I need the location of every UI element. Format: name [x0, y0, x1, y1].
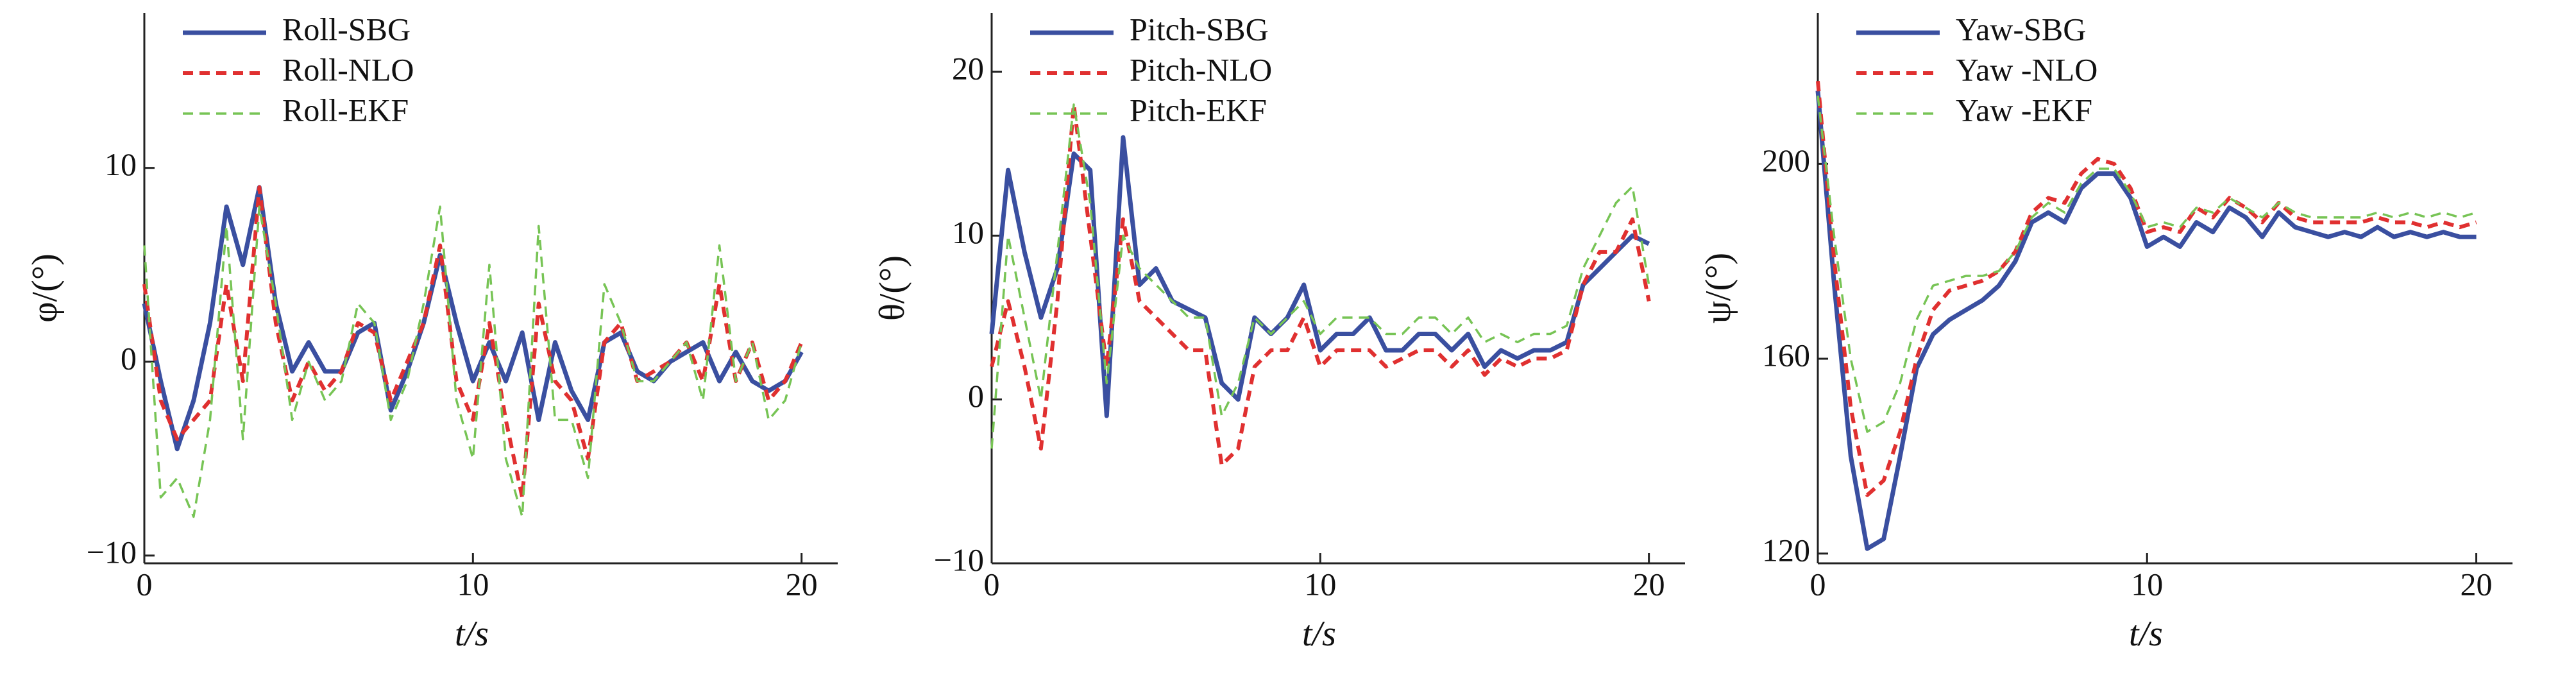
series-line	[1816, 81, 2477, 497]
x-tick-label: 0	[1810, 566, 1826, 602]
x-tick-label: 10	[457, 566, 489, 602]
series-line	[142, 185, 804, 452]
legend-label: Pitch-NLO	[1130, 51, 1272, 87]
x-axis-label: t/s	[1302, 614, 1336, 654]
legend-label: Roll-NLO	[282, 51, 414, 87]
legend-label: Roll-SBG	[282, 11, 411, 47]
y-tick-label: 200	[1762, 142, 1810, 178]
y-tick-label: 120	[1762, 532, 1810, 568]
x-tick-label: 0	[984, 566, 1000, 602]
series-line	[143, 205, 803, 518]
y-tick-label: 0	[968, 378, 984, 414]
x-tick-label: 20	[2461, 566, 2493, 602]
x-axis-label: t/s	[455, 614, 489, 654]
y-tick-label: 160	[1762, 337, 1810, 373]
y-tick-label: 20	[952, 50, 984, 86]
x-tick-label: 10	[2131, 566, 2163, 602]
y-axis-label: ψ/(°)	[1699, 253, 1738, 323]
series-line	[990, 103, 1650, 449]
y-tick-label: −10	[934, 541, 984, 577]
legend-label: Yaw-SBG	[1956, 11, 2086, 47]
legend-label: Yaw -NLO	[1956, 51, 2097, 87]
x-tick-label: 20	[786, 566, 818, 602]
legend-label: Roll-EKF	[282, 92, 409, 128]
series-line	[989, 135, 1650, 418]
legend-label: Pitch-SBG	[1130, 11, 1269, 47]
x-axis-label: t/s	[2129, 614, 2163, 654]
series-line	[990, 103, 1651, 467]
x-tick-label: 0	[137, 566, 153, 602]
legend-label: Pitch-EKF	[1130, 92, 1267, 128]
series-line	[1817, 95, 2477, 433]
y-axis-label: θ/(°)	[872, 255, 912, 321]
series-line	[1815, 90, 2477, 551]
series-line	[142, 185, 804, 500]
y-axis-label: φ/(°)	[25, 253, 65, 323]
y-tick-label: 0	[121, 340, 137, 376]
y-tick-label: 10	[105, 146, 137, 182]
y-tick-label: −10	[87, 534, 137, 570]
x-tick-label: 10	[1304, 566, 1336, 602]
legend-label: Yaw -EKF	[1956, 92, 2092, 128]
x-tick-label: 20	[1633, 566, 1665, 602]
y-tick-label: 10	[952, 214, 984, 250]
